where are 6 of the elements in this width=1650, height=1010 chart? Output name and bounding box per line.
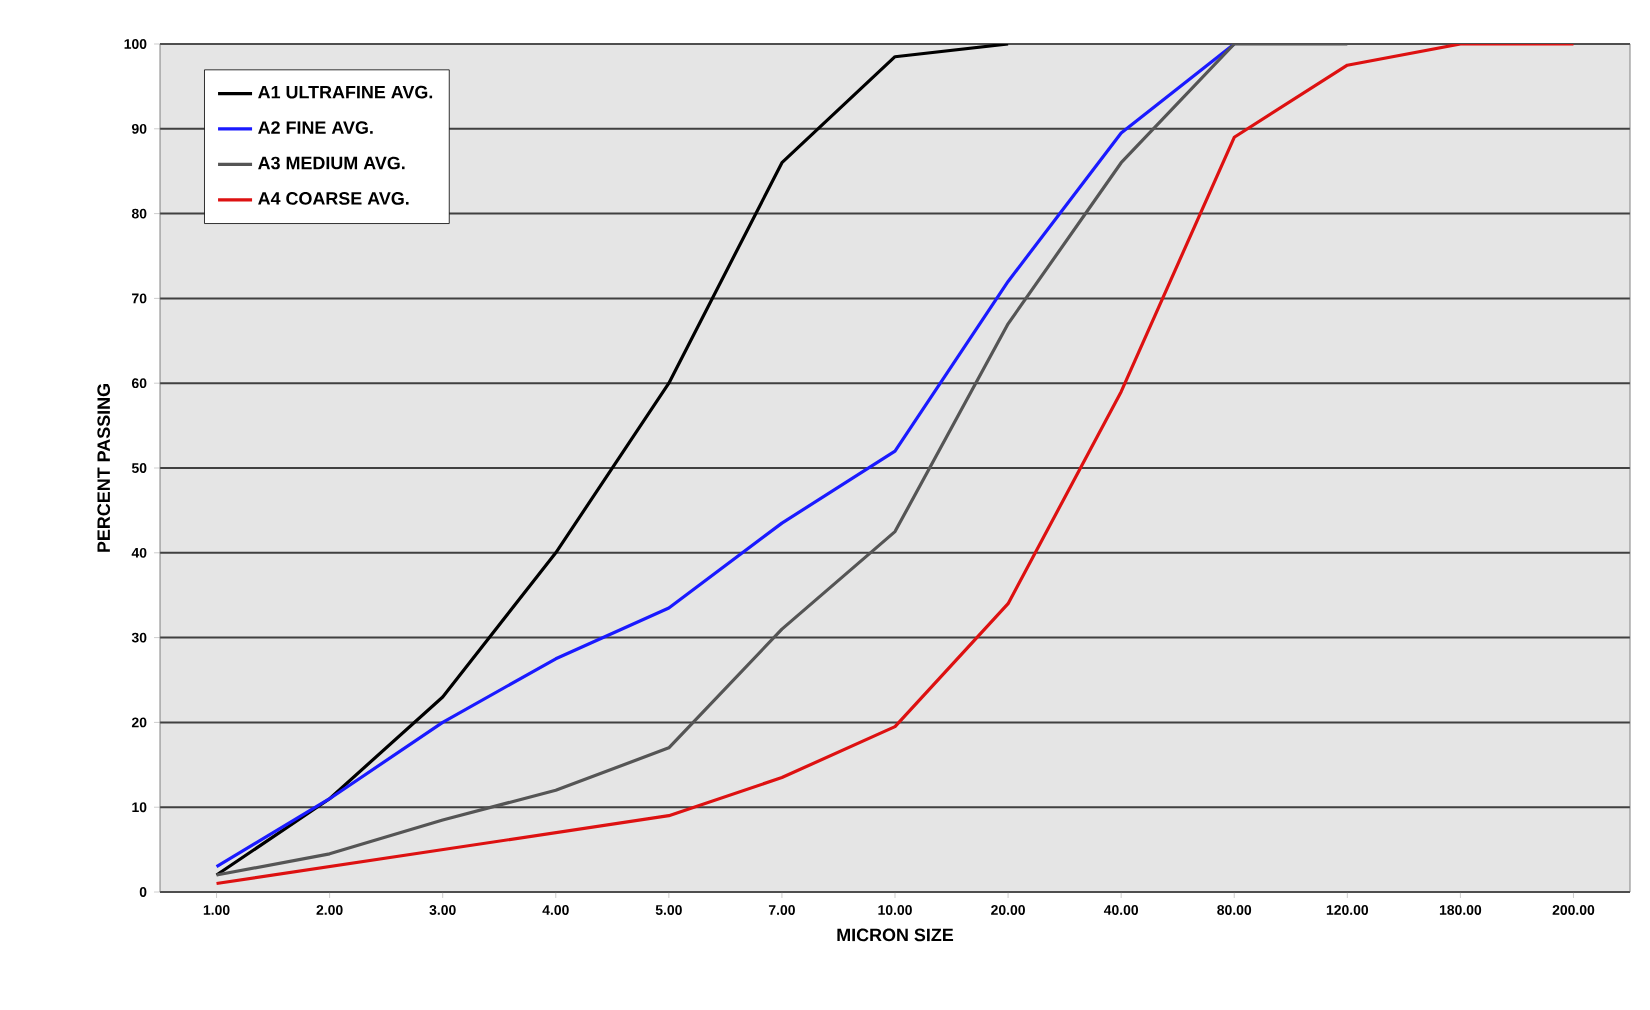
x-axis-title: MICRON SIZE xyxy=(837,928,954,942)
legend-label: A2 FINE AVG. xyxy=(258,121,373,134)
y-axis-title: PERCENT PASSING xyxy=(97,384,111,552)
legend-label: A1 ULTRAFINE AVG. xyxy=(258,85,433,99)
legend-label: A4 COARSE AVG. xyxy=(258,192,409,205)
legend-label: A3 MEDIUM AVG. xyxy=(258,156,405,170)
